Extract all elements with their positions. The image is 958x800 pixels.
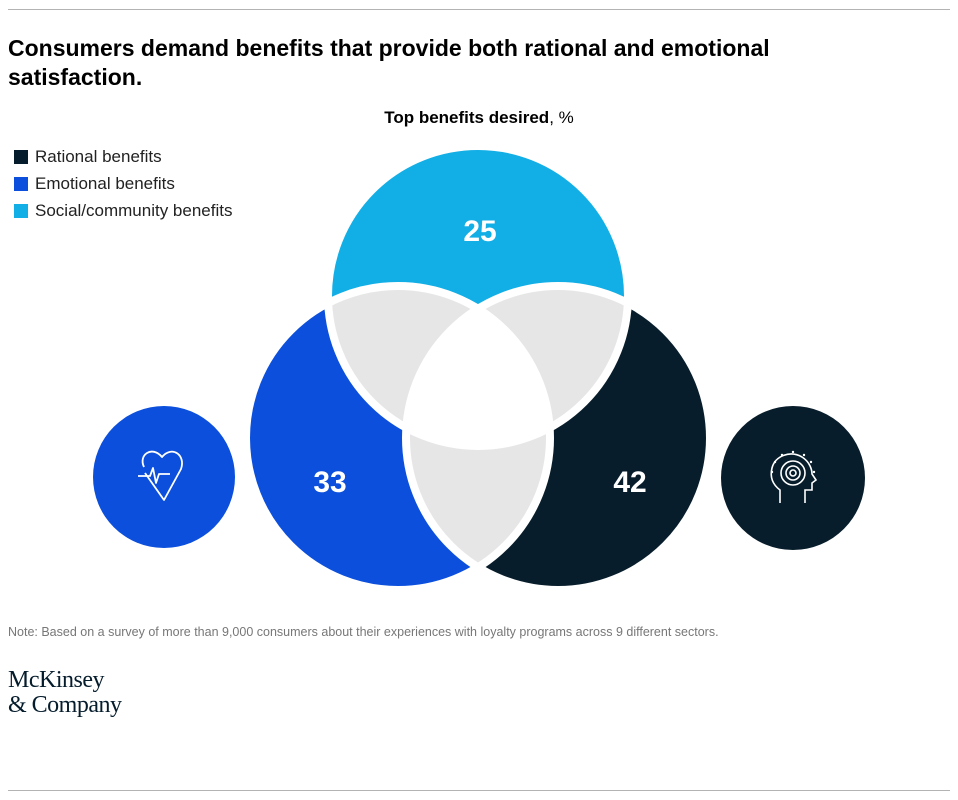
value-label-emotional: 33 bbox=[313, 466, 346, 499]
legend-item-rational: Rational benefits bbox=[14, 143, 232, 170]
value-label-rational: 42 bbox=[613, 466, 646, 499]
head-brain-icon bbox=[770, 453, 818, 503]
mckinsey-logo: McKinsey & Company bbox=[8, 668, 122, 718]
footnote: Note: Based on a survey of more than 9,0… bbox=[8, 625, 719, 639]
gap-outline bbox=[242, 282, 554, 594]
heart-pulse-icon bbox=[138, 450, 183, 501]
legend-label: Rational benefits bbox=[35, 146, 162, 166]
venn-diagram: 25 33 42 bbox=[93, 142, 865, 594]
legend-swatch bbox=[14, 176, 28, 191]
top-rule bbox=[8, 9, 950, 10]
page-title: Consumers demand benefits that provide b… bbox=[8, 35, 770, 90]
value-label-social: 25 bbox=[463, 215, 496, 248]
legend-label: Social/community benefits bbox=[35, 200, 233, 220]
gap-outline bbox=[324, 142, 632, 450]
gap-outline bbox=[402, 282, 714, 594]
chart-title: Top benefits desired, % bbox=[384, 108, 574, 127]
chart-unit: % bbox=[558, 108, 574, 127]
chart-title-text: Top benefits desired bbox=[384, 108, 550, 127]
emotional-icon-badge bbox=[93, 406, 235, 548]
logo-line1: McKinsey bbox=[8, 667, 104, 693]
legend-swatch bbox=[14, 203, 28, 218]
rational-icon-badge bbox=[721, 406, 865, 550]
legend: Rational benefits Emotional benefits Soc… bbox=[14, 143, 232, 224]
legend-label: Emotional benefits bbox=[35, 173, 175, 193]
bottom-rule bbox=[8, 790, 950, 791]
legend-item-emotional: Emotional benefits bbox=[14, 170, 232, 197]
brain-rays bbox=[770, 450, 816, 474]
overlap-center bbox=[406, 286, 550, 446]
legend-item-social: Social/community benefits bbox=[14, 197, 232, 224]
logo-line2: & Company bbox=[8, 692, 122, 718]
legend-swatch bbox=[14, 149, 28, 164]
